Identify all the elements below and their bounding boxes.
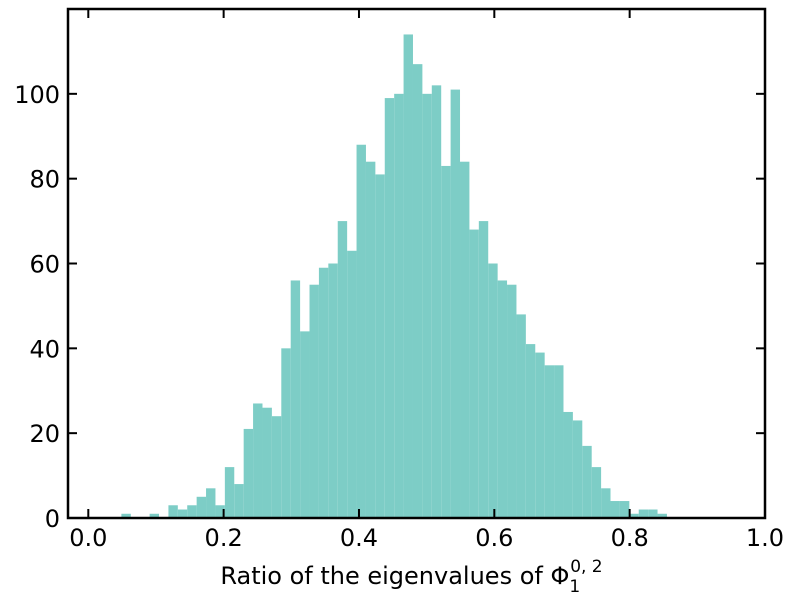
histogram-bar (422, 93, 432, 518)
histogram-bar (262, 407, 272, 518)
histogram-bar (469, 229, 479, 519)
ticks-group: 0.0 0.2 0.4 0.6 0.8 1.0 0 20 40 60 80 100 (14, 9, 784, 552)
histogram-bar (544, 365, 555, 518)
x-tick-label: 1.0 (746, 524, 784, 552)
histogram-bar (441, 165, 451, 519)
y-tick-label: 0 (45, 505, 60, 533)
y-tick-label: 100 (14, 81, 60, 109)
histogram-bar (271, 416, 282, 518)
histogram-bar (337, 221, 348, 519)
histogram-bar (243, 428, 254, 518)
histogram-bar (384, 98, 395, 518)
histogram-bar (610, 501, 620, 518)
histogram-bar (460, 161, 470, 518)
histogram-bar (168, 505, 178, 518)
histogram-bar (234, 484, 244, 518)
histogram-bar (525, 344, 536, 518)
histogram-bar (290, 280, 301, 518)
histogram-bar (601, 488, 611, 518)
histogram-bar (365, 161, 376, 518)
histogram-bar (328, 263, 338, 518)
x-tick-label: 0.4 (340, 524, 378, 552)
histogram-bar (431, 85, 442, 518)
histogram-bar (187, 505, 197, 518)
x-tick-label: 0.2 (205, 524, 243, 552)
histogram-bar (121, 513, 131, 518)
x-axis-label-subscript: 1 (569, 577, 580, 597)
histogram-bar (572, 420, 583, 518)
histogram-bar (554, 365, 564, 518)
x-tick-label: 0.0 (69, 524, 107, 552)
histogram-bar (535, 352, 545, 518)
histogram-bar (488, 263, 498, 518)
histogram-bar (300, 331, 310, 518)
histogram-bar (375, 174, 385, 519)
histogram-bar (582, 445, 592, 518)
histogram-bar (149, 513, 160, 518)
plot-frame (66, 7, 767, 520)
histogram-bar (403, 34, 413, 518)
x-tick-label: 0.8 (611, 524, 649, 552)
histogram-bar (507, 284, 517, 518)
histogram-bar (224, 467, 235, 518)
histogram-bar (215, 505, 225, 518)
histogram-bar (591, 467, 602, 518)
histogram-bar (318, 267, 329, 518)
histogram-bar (309, 284, 319, 518)
histogram-bar (629, 513, 639, 518)
y-tick-label: 20 (29, 420, 60, 448)
y-tick-label: 80 (29, 166, 60, 194)
histogram-bar (450, 89, 461, 518)
x-axis-label-superscript: 0, 2 (570, 557, 602, 577)
histogram-bar (394, 93, 404, 518)
histogram-bar (478, 221, 489, 519)
y-tick-label: 60 (29, 251, 60, 279)
histogram-bar (356, 144, 366, 518)
x-tick-label: 0.6 (475, 524, 513, 552)
histogram-bar (516, 314, 526, 518)
x-axis-label: Ratio of the eigenvalues of Φ10, 2 (220, 557, 602, 597)
histogram-bar (619, 501, 630, 518)
bars-group (121, 34, 667, 519)
histogram-bar (412, 64, 423, 519)
histogram-bar (206, 488, 216, 518)
histogram-bar (563, 411, 573, 518)
histogram-bar (177, 509, 188, 518)
histogram-bar (253, 403, 263, 518)
y-tick-label: 40 (29, 335, 60, 363)
histogram-bar (196, 496, 207, 518)
x-axis-label-text: Ratio of the eigenvalues of Φ (220, 562, 569, 590)
histogram-bar (347, 250, 357, 518)
histogram-bar (281, 348, 291, 518)
histogram-bar (497, 280, 508, 518)
histogram-bar (648, 509, 658, 518)
histogram-bar (657, 513, 667, 518)
histogram-bar (638, 509, 649, 518)
